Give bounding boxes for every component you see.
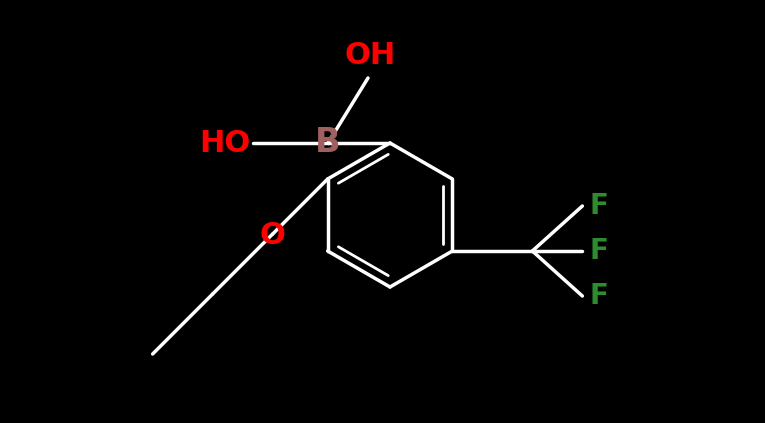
Text: F: F xyxy=(589,192,608,220)
Text: F: F xyxy=(589,282,608,310)
Text: B: B xyxy=(315,126,340,159)
Text: HO: HO xyxy=(200,129,251,157)
Text: OH: OH xyxy=(344,41,396,70)
Text: O: O xyxy=(259,222,285,250)
Text: F: F xyxy=(589,237,608,265)
